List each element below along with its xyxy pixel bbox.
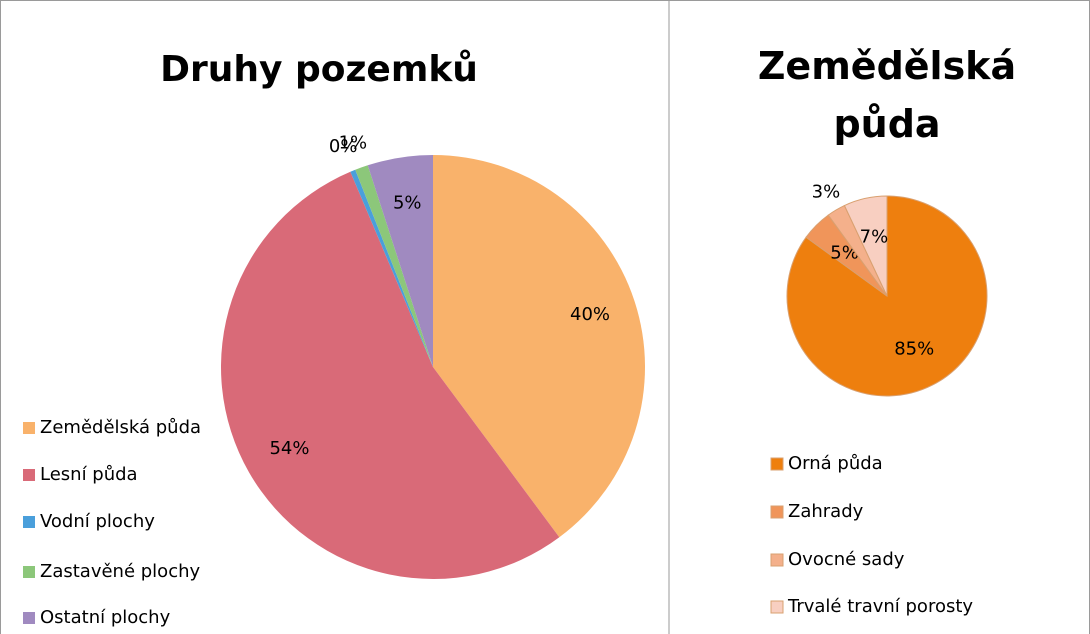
data-label: 85%: [894, 338, 934, 359]
legend-label: Zastavěné plochy: [40, 561, 201, 582]
pie-slice: [221, 171, 560, 579]
legend-swatch: [23, 516, 35, 528]
legend-label: Zahrady: [788, 501, 864, 522]
chart-title: Zemědělská půda: [757, 44, 1017, 146]
data-label: 0%: [329, 136, 358, 157]
data-label: 3%: [812, 182, 841, 203]
legend-swatch: [23, 469, 35, 481]
legend-label: Trvalé travní porosty: [787, 596, 973, 617]
data-label: 40%: [570, 304, 610, 325]
data-label: 7%: [860, 226, 889, 247]
pie-slice: [367, 155, 433, 367]
pie-slice: [350, 169, 433, 367]
legend-label: Vodní plochy: [40, 511, 155, 532]
pie-slice: [433, 155, 645, 538]
legend-swatch: [770, 553, 784, 567]
data-label: 5%: [393, 193, 422, 214]
pie-slice: [355, 165, 433, 367]
data-label: 1%: [339, 132, 368, 153]
legend-label: Lesní půda: [40, 464, 138, 485]
legend-label: Zemědělská půda: [40, 417, 201, 438]
legend-label: Ostatní plochy: [40, 607, 171, 628]
legend-label: Ovocné sady: [788, 549, 905, 570]
pie-slice: [843, 195, 888, 297]
legend-swatch: [23, 612, 35, 624]
legend-swatch: [770, 457, 784, 471]
legend-swatch: [23, 422, 35, 434]
legend-swatch: [770, 600, 784, 614]
chart-title: Druhy pozemků: [160, 49, 478, 90]
legend-swatch: [23, 566, 35, 578]
legend-swatch: [770, 505, 784, 519]
data-label: 54%: [269, 438, 309, 459]
legend-label: Orná půda: [788, 453, 883, 474]
